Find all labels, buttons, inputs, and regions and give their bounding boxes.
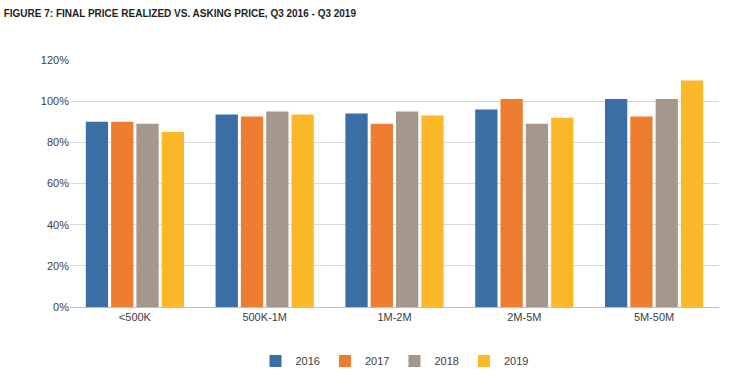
svg-text:2016: 2016 xyxy=(296,355,320,367)
svg-text:100%: 100% xyxy=(41,95,69,107)
svg-text:2017: 2017 xyxy=(365,355,389,367)
svg-text:80%: 80% xyxy=(47,136,69,148)
svg-text:500K-1M: 500K-1M xyxy=(242,311,287,323)
svg-text:40%: 40% xyxy=(47,219,69,231)
svg-text:1M-2M: 1M-2M xyxy=(377,311,411,323)
svg-text:120%: 120% xyxy=(41,54,69,66)
svg-text:20%: 20% xyxy=(47,260,69,272)
svg-text:5M-50M: 5M-50M xyxy=(634,311,674,323)
svg-text:FIGURE 7: FINAL PRICE REALIZED: FIGURE 7: FINAL PRICE REALIZED VS. ASKIN… xyxy=(4,8,357,19)
svg-text:<500K: <500K xyxy=(119,311,152,323)
svg-text:2019: 2019 xyxy=(504,355,528,367)
svg-text:60%: 60% xyxy=(47,177,69,189)
svg-text:2018: 2018 xyxy=(434,355,458,367)
svg-text:0%: 0% xyxy=(53,301,69,313)
svg-text:2M-5M: 2M-5M xyxy=(507,311,541,323)
